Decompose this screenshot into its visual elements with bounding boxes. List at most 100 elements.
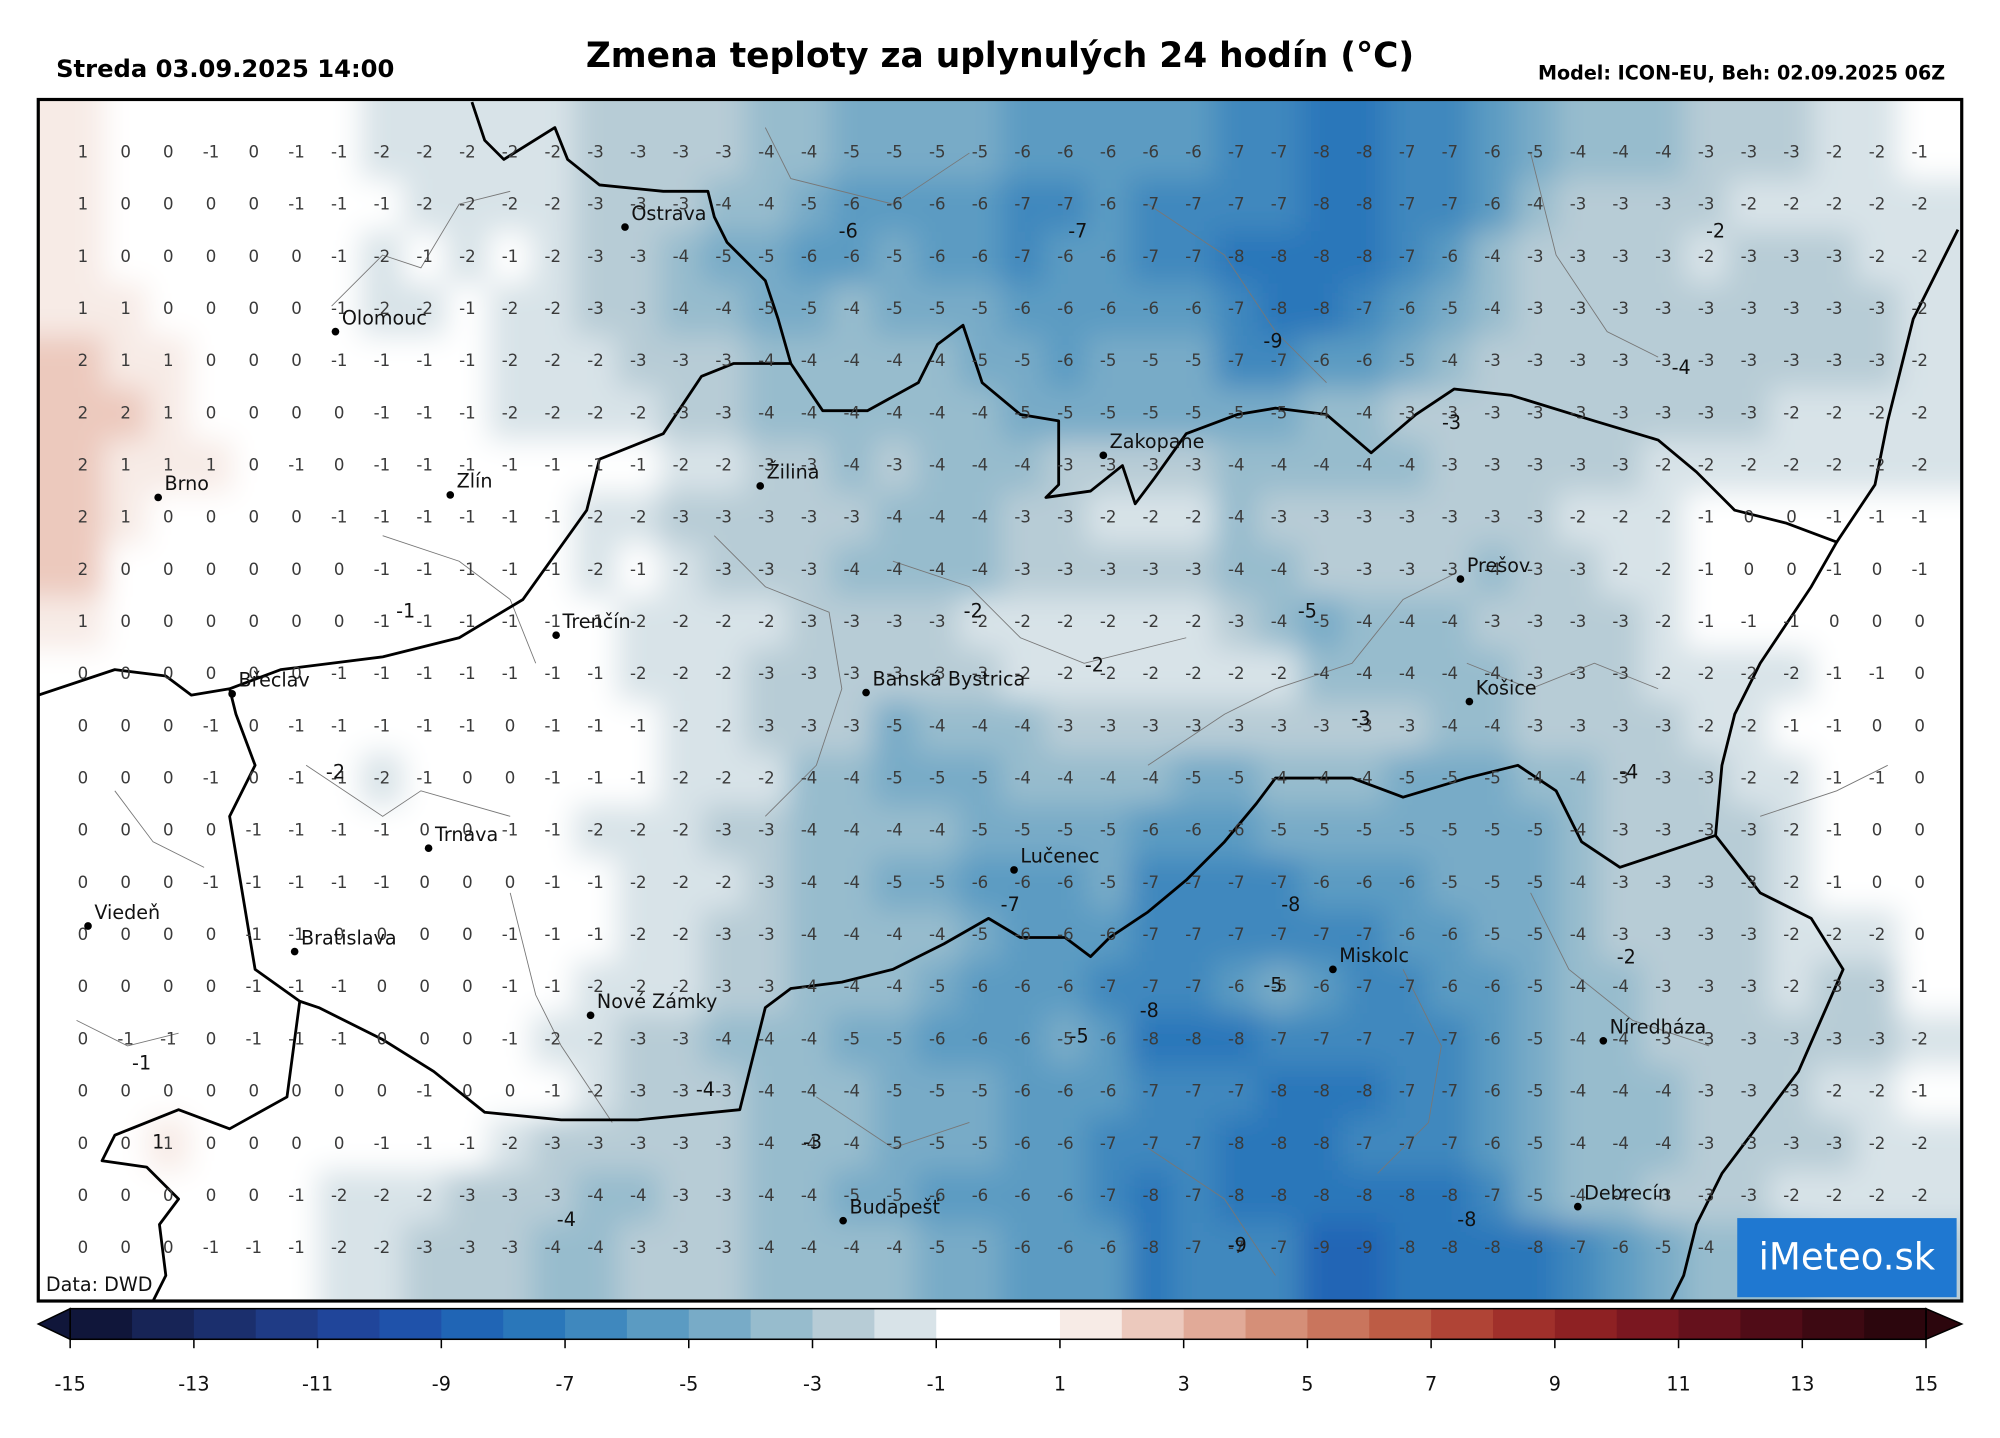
temperature-cell	[317, 1066, 362, 1119]
temperature-cell	[1343, 492, 1387, 545]
grid-value: -4	[844, 560, 861, 579]
grid-value: -3	[715, 925, 732, 944]
grid-value: -3	[1442, 560, 1459, 579]
temperature-cell	[1214, 648, 1259, 702]
grid-value: 1	[206, 456, 217, 475]
temperature-cell	[189, 439, 234, 493]
temperature-cell	[787, 1170, 832, 1224]
grid-value: 0	[163, 873, 174, 892]
grid-value: -3	[844, 612, 861, 631]
temperature-cell	[531, 1066, 575, 1119]
grid-value: -7	[1356, 1029, 1373, 1048]
temperature-cell	[488, 648, 533, 702]
grid-value: -8	[1313, 1082, 1330, 1101]
temperature-cell	[1257, 1013, 1301, 1067]
temperature-cell	[488, 700, 533, 754]
temperature-cell	[873, 1170, 917, 1224]
grid-value: -4	[1612, 143, 1629, 162]
temperature-cell	[787, 1066, 832, 1119]
grid-value: -3	[1143, 456, 1160, 475]
grid-value: 0	[163, 716, 174, 735]
grid-value: 0	[419, 821, 430, 840]
colorbar-bin	[1307, 1308, 1370, 1340]
grid-value: -4	[1570, 1134, 1587, 1153]
temperature-cell	[1642, 99, 1686, 180]
temperature-cell	[1898, 439, 1962, 493]
grid-value: -2	[1911, 456, 1928, 475]
temperature-cell	[1300, 909, 1344, 963]
temperature-cell	[1727, 99, 1771, 180]
temperature-cell	[104, 231, 148, 285]
grid-value: -3	[715, 821, 732, 840]
grid-value: -2	[715, 612, 732, 631]
grid-values: 1 0 0 -1 0 -1 -1 -2 -2 -2 -2 -2 -3 -3 -3 -3 -4 -4 -5 -5 -5 -5…	[78, 143, 1928, 1258]
grid-value: -1	[630, 456, 647, 475]
temperature-cell	[38, 99, 105, 180]
city-dot	[839, 1216, 847, 1225]
contour-label: -8	[1140, 999, 1159, 1022]
grid-value: -3	[801, 716, 818, 735]
grid-value: -2	[1185, 664, 1202, 683]
grid-value: -2	[630, 403, 647, 422]
colorbar-bin	[1245, 1308, 1308, 1340]
grid-value: -1	[416, 508, 433, 527]
grid-value: -7	[1442, 195, 1459, 214]
grid-value: -2	[545, 299, 562, 318]
grid-value: -3	[1442, 456, 1459, 475]
temperature-cell	[1556, 492, 1600, 545]
grid-value: -3	[801, 560, 818, 579]
temperature-cell	[1898, 596, 1962, 650]
temperature-cell	[317, 179, 362, 232]
grid-value: -7	[1014, 247, 1031, 266]
temperature-cell	[38, 335, 105, 389]
grid-value: 0	[78, 664, 89, 683]
grid-value: -1	[502, 1029, 519, 1048]
grid-value: -4	[801, 1186, 818, 1205]
grid-value: -1	[374, 821, 391, 840]
header-date: Streda 03.09.2025 14:00	[56, 55, 394, 83]
grid-value: -5	[758, 299, 775, 318]
colorbar-bin	[688, 1308, 752, 1340]
grid-value: 2	[78, 351, 89, 370]
temperature-cell	[915, 1013, 960, 1067]
grid-value: -8	[1313, 143, 1330, 162]
grid-value: -2	[1698, 716, 1715, 735]
temperature-cell	[488, 335, 533, 389]
grid-value: 1	[78, 612, 89, 631]
contour-label: -4	[557, 1208, 576, 1231]
grid-value: 0	[120, 1134, 131, 1153]
temperature-cell	[1129, 1066, 1173, 1119]
contour-label: -9	[1228, 1234, 1247, 1257]
temperature-cell	[958, 700, 1002, 754]
temperature-cell	[1257, 857, 1301, 911]
grid-value: -6	[972, 247, 989, 266]
grid-value: -1	[203, 769, 220, 788]
temperature-cell	[1599, 909, 1643, 963]
grid-value: -4	[801, 925, 818, 944]
temperature-cell	[446, 99, 490, 180]
grid-value: -1	[331, 716, 348, 735]
temperature-cell	[1385, 99, 1430, 180]
temperature-cell	[1129, 1118, 1173, 1171]
grid-value: -1	[1698, 560, 1715, 579]
grid-value: -2	[1826, 1082, 1843, 1101]
temperature-cell	[1343, 179, 1387, 232]
grid-value: 0	[163, 1238, 174, 1257]
temperature-cell	[915, 1066, 960, 1119]
grid-value: -5	[929, 769, 946, 788]
temperature-cell	[1898, 648, 1962, 702]
temperature-cell	[1727, 700, 1771, 754]
grid-value: -7	[1271, 1238, 1288, 1257]
grid-value: -1	[203, 143, 220, 162]
temperature-cell	[616, 99, 661, 180]
temperature-cell	[745, 752, 789, 806]
grid-value: -6	[1313, 873, 1330, 892]
grid-value: -2	[545, 143, 562, 162]
temperature-cell	[232, 387, 276, 441]
temperature-cell	[232, 439, 276, 493]
grid-value: -3	[459, 1186, 476, 1205]
grid-value: -5	[929, 977, 946, 996]
header-title: Zmena teploty za uplynulých 24 hodín (°C…	[586, 36, 1414, 76]
temperature-cell	[1129, 283, 1173, 337]
